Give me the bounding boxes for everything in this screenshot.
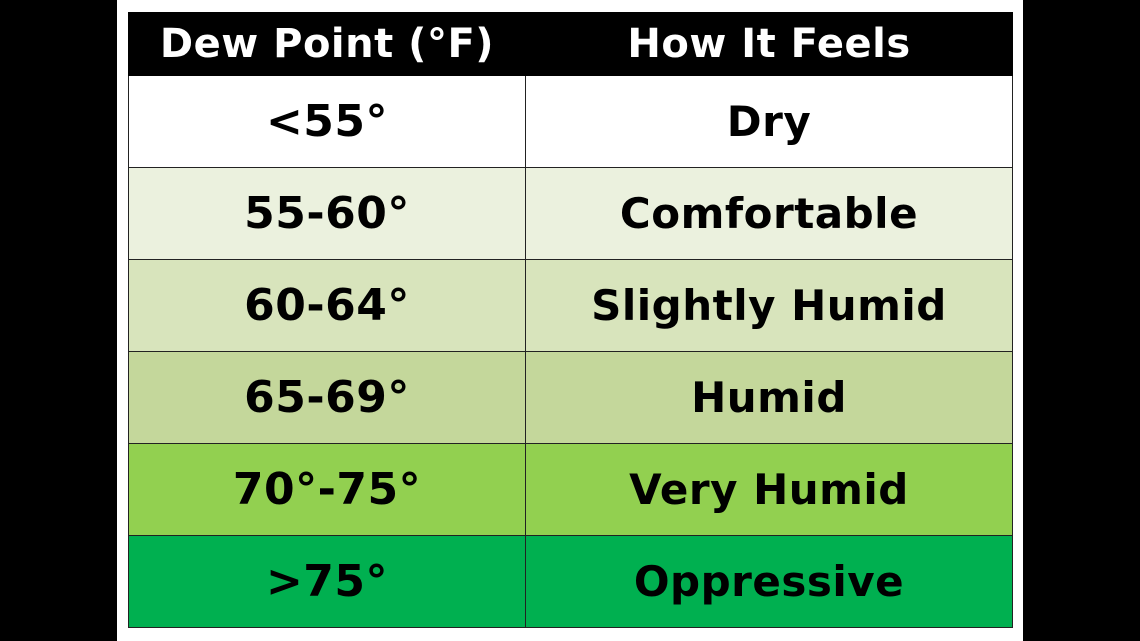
feels-cell: Oppressive xyxy=(525,535,1013,628)
table-row: 65-69° Humid xyxy=(128,351,1013,444)
dew-point-cell: 60-64° xyxy=(128,259,526,352)
dew-point-cell: <55° xyxy=(128,75,526,168)
dew-point-cell: 65-69° xyxy=(128,351,526,444)
dew-point-cell: >75° xyxy=(128,535,526,628)
dew-point-cell: 55-60° xyxy=(128,167,526,260)
feels-cell: Slightly Humid xyxy=(525,259,1013,352)
header-row: Dew Point (°F) How It Feels xyxy=(128,12,1013,76)
dew-point-cell: 70°-75° xyxy=(128,443,526,536)
table-row: 70°-75° Very Humid xyxy=(128,443,1013,536)
table-row: <55° Dry xyxy=(128,75,1013,168)
table-row: 55-60° Comfortable xyxy=(128,167,1013,260)
feels-cell: Very Humid xyxy=(525,443,1013,536)
table-row: 60-64° Slightly Humid xyxy=(128,259,1013,352)
table-row: >75° Oppressive xyxy=(128,535,1013,628)
header-how-it-feels: How It Feels xyxy=(525,12,1013,76)
header-dew-point: Dew Point (°F) xyxy=(128,12,526,76)
feels-cell: Dry xyxy=(525,75,1013,168)
feels-cell: Humid xyxy=(525,351,1013,444)
dew-point-table: Dew Point (°F) How It Feels <55° Dry 55-… xyxy=(128,12,1013,628)
image-frame: Dew Point (°F) How It Feels <55° Dry 55-… xyxy=(117,0,1023,641)
feels-cell: Comfortable xyxy=(525,167,1013,260)
